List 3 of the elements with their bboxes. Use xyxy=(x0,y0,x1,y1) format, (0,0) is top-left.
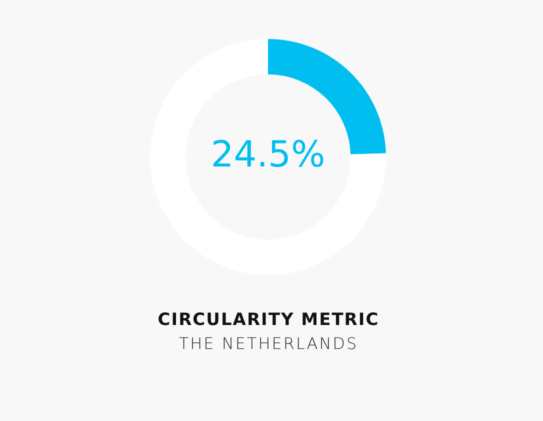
text: CIRCULARITY METRIC xyxy=(156,310,380,330)
text: THE NETHERLANDS xyxy=(178,334,360,353)
text: 24.5% xyxy=(210,134,326,176)
